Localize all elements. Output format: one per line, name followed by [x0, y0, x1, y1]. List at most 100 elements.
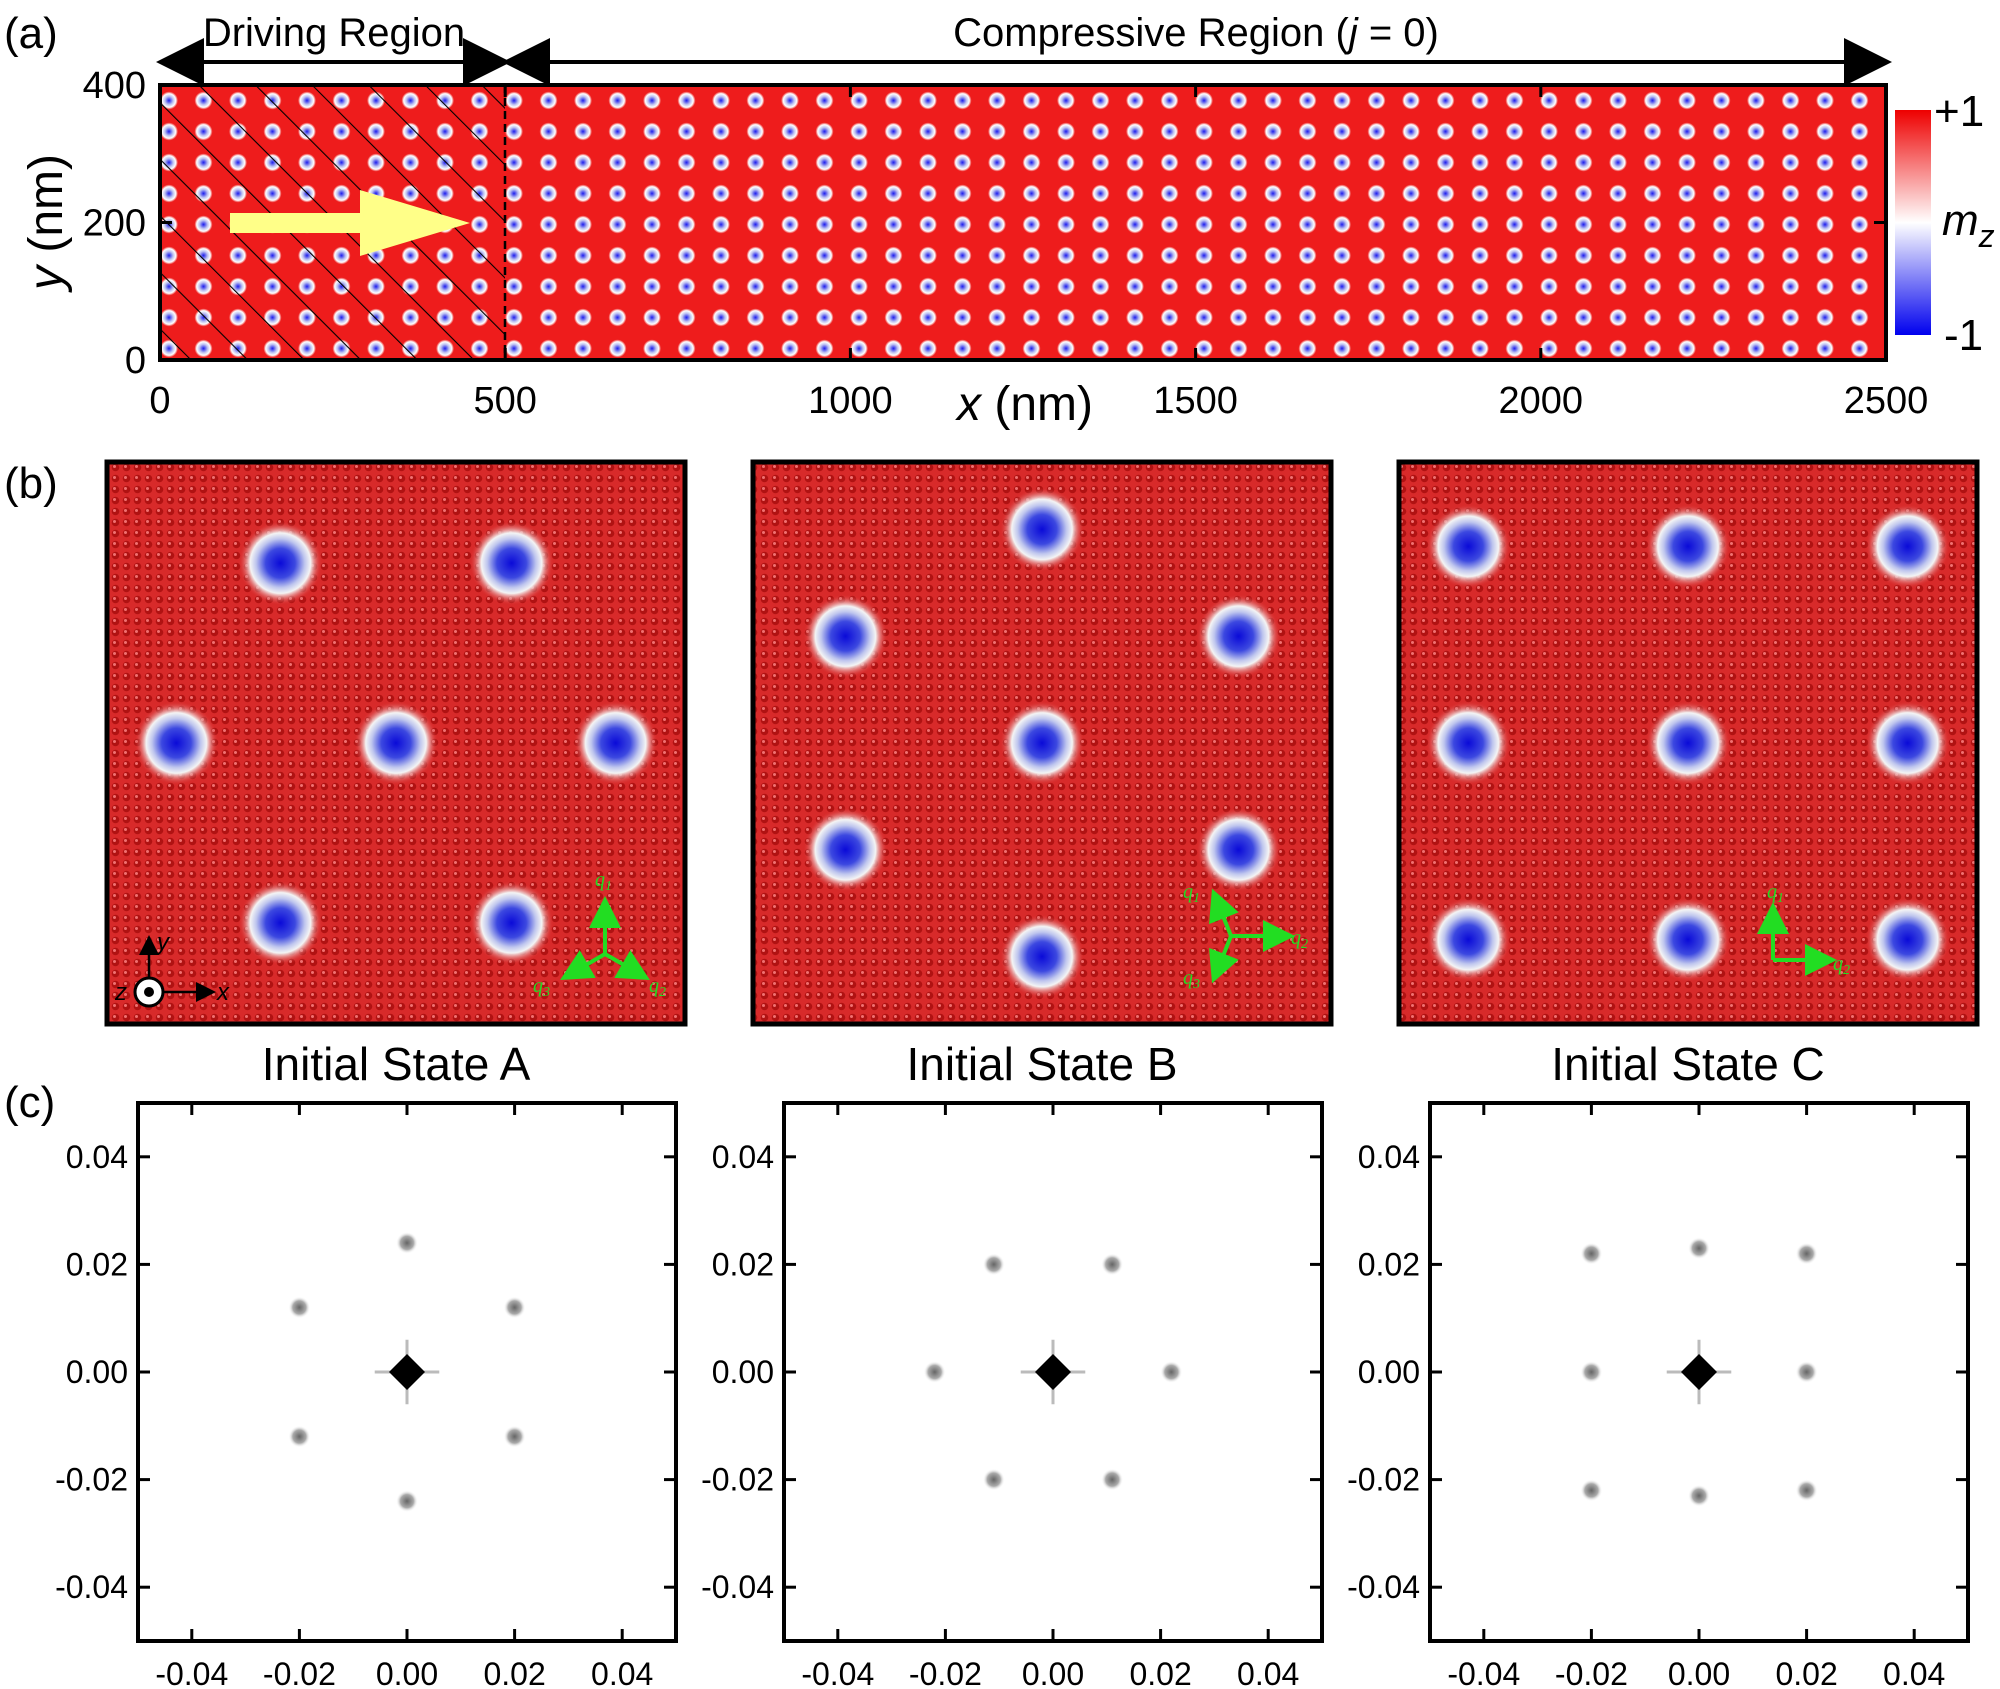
fft-x-tick-label: 0.02 [1129, 1656, 1191, 1689]
fft-peak [1580, 1479, 1603, 1502]
basis-label: q1 [1767, 881, 1784, 906]
y-tick-label: 400 [83, 65, 146, 107]
fft-peak [923, 1361, 946, 1383]
fft-central-peak [1681, 1354, 1717, 1390]
skyrmion [238, 521, 323, 606]
skyrmion [1426, 897, 1511, 982]
fft-x-tick-label: -0.02 [909, 1656, 982, 1689]
skyrmion [573, 701, 658, 785]
fft-peak [1160, 1361, 1183, 1383]
fft-peak [982, 1468, 1005, 1491]
drive-arrow-head [360, 190, 470, 256]
panel-label-c: (c) [4, 1078, 55, 1127]
state-caption: Initial State A [262, 1038, 531, 1090]
panel-label-b: (b) [4, 459, 58, 508]
fft-y-tick-label: 0.02 [66, 1246, 128, 1282]
x-tick-label: 2000 [1499, 380, 1584, 422]
state-panel-3: Initial State C q1 q2 [1396, 459, 1980, 1090]
state-panel-2: Initial State B q2 q1 q3 [750, 459, 1334, 1090]
skyrmion [803, 594, 888, 679]
z-axis-dot [144, 987, 154, 997]
fft-x-tick-label: -0.04 [155, 1656, 228, 1689]
fft-y-tick-label: 0.00 [66, 1354, 128, 1390]
panel-c: (c) -0.04 -0.02 0.00 0.02 0.04 0.04 0.02 0.00 -0… [4, 1078, 1970, 1689]
skyrmion [1426, 701, 1511, 785]
fft-peak [1688, 1237, 1710, 1260]
colorbar [1895, 110, 1931, 335]
coord-label-x: x [216, 979, 230, 1006]
skyrmion [1865, 897, 1950, 982]
fft-x-tick-label: 0.02 [1775, 1656, 1837, 1689]
fft-peak [1580, 1361, 1603, 1383]
fft-peak [1795, 1242, 1818, 1265]
fft-peak [503, 1296, 526, 1319]
drive-arrow-shaft [230, 213, 365, 233]
fft-central-peak [389, 1354, 425, 1390]
fft-peak [1580, 1242, 1603, 1265]
colorbar-max-label: +1 [1934, 87, 1984, 136]
panel-a-y-ticks: 0 200 400 [83, 65, 1886, 382]
x-tick-label: 1000 [808, 380, 893, 422]
state-frame [750, 459, 1334, 1027]
basis-label: q2 [1291, 927, 1308, 952]
skyrmion [1646, 897, 1730, 982]
basis-arrow [1209, 888, 1239, 937]
coord-label-y: y [155, 929, 171, 956]
skyrmion [1865, 701, 1950, 785]
fft-y-tick-label: -0.02 [701, 1462, 774, 1498]
fft-plot-3: -0.04 -0.02 0.00 0.02 0.04 0.04 0.02 0.00 -0.02 -… [1347, 1101, 1970, 1689]
panel-a: (a) Driving Region Compressive Region (j… [4, 9, 1995, 431]
driving-region-label: Driving Region [203, 11, 465, 55]
basis-label: q2 [1833, 953, 1850, 978]
skyrmion [1000, 701, 1084, 785]
x-tick-label: 500 [473, 380, 536, 422]
fft-x-tick-label: 0.00 [1668, 1656, 1730, 1689]
fft-x-tick-label: 0.00 [1022, 1656, 1084, 1689]
fft-x-tick-label: -0.04 [1447, 1656, 1520, 1689]
basis-vectors: q2 q1 q3 [1183, 881, 1308, 992]
x-tick-label: 0 [149, 380, 170, 422]
basis-label: q2 [649, 975, 666, 1000]
fft-y-tick-label: 0.04 [1358, 1139, 1420, 1175]
basis-label: q1 [1183, 881, 1200, 906]
fft-peak [288, 1296, 311, 1319]
skyrmion [1000, 914, 1084, 999]
y-tick-label: 200 [83, 203, 146, 245]
fft-y-tick-label: -0.04 [701, 1569, 774, 1605]
skyrmion [469, 880, 554, 965]
skyrmion [1646, 504, 1730, 589]
fft-x-tick-label: -0.02 [263, 1656, 336, 1689]
state-frame [1396, 459, 1980, 1027]
basis-label: q1 [595, 869, 612, 894]
fft-peak [503, 1425, 526, 1448]
skyrmion [1646, 701, 1730, 785]
colorbar-title: mz [1942, 196, 1995, 254]
skyrmion [1196, 594, 1281, 679]
fft-y-tick-label: 0.00 [1358, 1354, 1420, 1390]
fft-y-tick-label: 0.02 [712, 1246, 774, 1282]
state-frame [104, 459, 688, 1027]
fft-peak [396, 1490, 418, 1513]
fft-x-tick-label: 0.04 [1237, 1656, 1299, 1689]
compressive-region-label: Compressive Region (j = 0) [953, 11, 1439, 55]
skyrmion [1000, 487, 1084, 572]
state-caption: Initial State C [1551, 1038, 1825, 1090]
fft-y-tick-label: -0.04 [1347, 1569, 1420, 1605]
basis-arrow [603, 950, 650, 981]
basis-arrow [560, 950, 607, 981]
basis-arrow [1209, 935, 1239, 984]
skyrmion [469, 521, 554, 606]
basis-vectors: q1 q2 q3 [533, 869, 666, 1000]
fft-peak [1688, 1484, 1710, 1507]
x-tick-label: 2500 [1844, 380, 1929, 422]
fft-x-tick-label: -0.02 [1555, 1656, 1628, 1689]
fft-peak [288, 1425, 311, 1448]
fft-peak [396, 1231, 418, 1254]
coord-label-z: z [114, 979, 127, 1006]
skyrmion [1426, 504, 1511, 589]
fft-y-tick-label: 0.04 [712, 1139, 774, 1175]
fft-y-tick-label: -0.02 [1347, 1462, 1420, 1498]
skyrmion [354, 701, 438, 785]
fft-x-tick-label: 0.04 [1883, 1656, 1945, 1689]
